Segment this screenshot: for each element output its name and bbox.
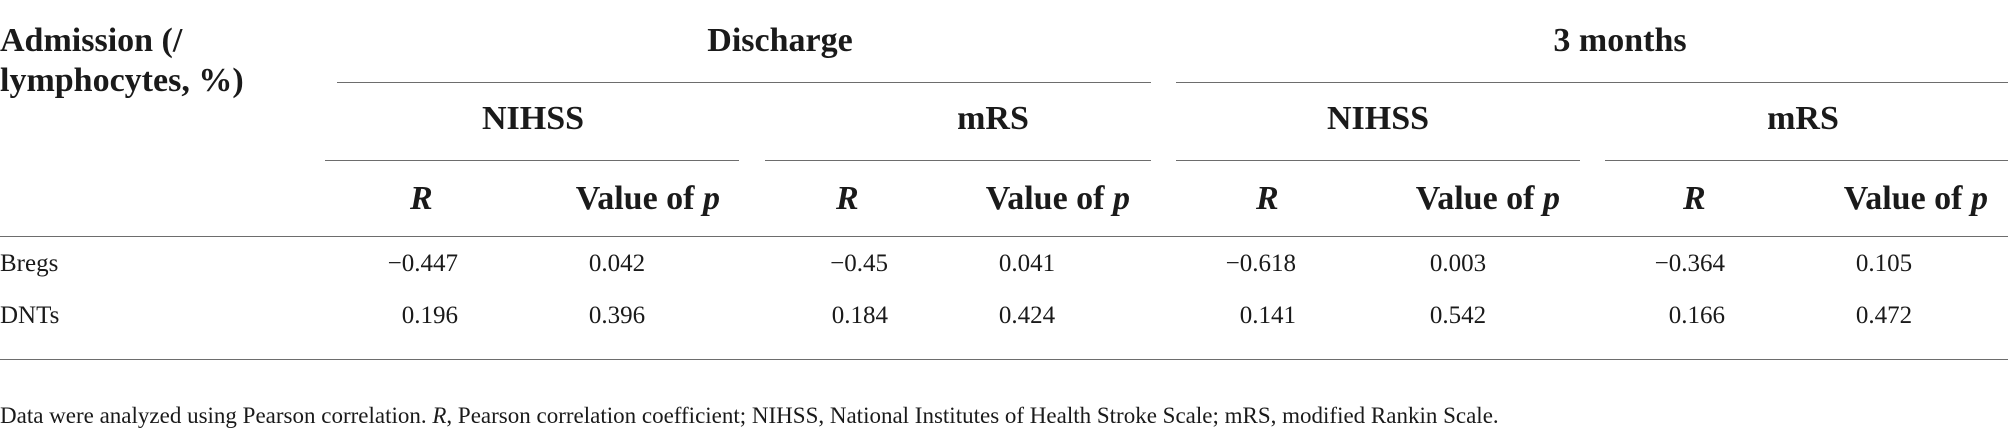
col-header-r-nihss-3-months: R [1256, 182, 1279, 216]
footnote-r-symbol: R [432, 403, 447, 428]
cell-r-mrs-3-months: 0.166 [1668, 302, 1725, 329]
cell-r-nihss-3-months: 0.141 [1239, 302, 1296, 329]
p-symbol: p [1543, 180, 1560, 217]
row-label: Bregs [0, 250, 59, 277]
col-header-r-mrs-discharge: R [836, 182, 859, 216]
corner-header-line1: Admission (/ [0, 22, 183, 59]
subgroup-header-nihss-discharge: NIHSS [481, 100, 585, 137]
subgroup-header-mrs-3-months: mRS [1767, 100, 1839, 137]
subgroup-rule-nihss-discharge [325, 160, 739, 161]
r-symbol: R [410, 180, 433, 217]
subgroup-header-mrs-discharge: mRS [957, 100, 1029, 137]
p-symbol: p [703, 180, 720, 217]
r-symbol: R [1683, 180, 1706, 217]
cell-r-mrs-discharge: −0.45 [830, 250, 888, 277]
col-header-p-mrs-discharge: Value of p [910, 182, 1130, 216]
cell-r-nihss-discharge: −0.447 [387, 250, 458, 277]
col-header-p-nihss-discharge: Value of p [500, 182, 720, 216]
subgroup-rule-nihss-3-months [1176, 160, 1580, 161]
cell-p-mrs-3-months: 0.472 [1855, 302, 1913, 329]
cell-p-mrs-discharge: 0.041 [998, 250, 1056, 277]
group-header-3-months: 3 months [1553, 22, 1687, 59]
subgroup-rule-mrs-3-months [1605, 160, 2008, 161]
table-bottom-rule [0, 359, 2008, 360]
cell-p-mrs-discharge: 0.424 [998, 302, 1056, 329]
value-of-label: Value of [1843, 180, 1971, 217]
cell-p-mrs-3-months: 0.105 [1855, 250, 1913, 277]
value-of-label: Value of [575, 180, 703, 217]
cell-p-nihss-3-months: 0.003 [1429, 250, 1487, 277]
cell-r-nihss-discharge: 0.196 [401, 302, 458, 329]
footnote-text-end: , Pearson correlation coefficient; NIHSS… [446, 403, 1499, 428]
col-header-r-mrs-3-months: R [1683, 182, 1706, 216]
cell-p-nihss-3-months: 0.542 [1429, 302, 1487, 329]
corner-header-line2: lymphocytes, %) [0, 62, 244, 99]
cell-r-nihss-3-months: −0.618 [1225, 250, 1296, 277]
p-symbol: p [1113, 180, 1130, 217]
r-symbol: R [1256, 180, 1279, 217]
cell-p-nihss-discharge: 0.042 [588, 250, 646, 277]
header-bottom-rule [0, 236, 2008, 237]
row-label: DNTs [0, 302, 60, 329]
subgroup-header-nihss-3-months: NIHSS [1326, 100, 1430, 137]
value-of-label: Value of [1415, 180, 1543, 217]
value-of-label: Value of [985, 180, 1113, 217]
p-symbol: p [1971, 180, 1988, 217]
group-rule-3-months [1176, 82, 2008, 83]
table-footnote: Data were analyzed using Pearson correla… [0, 404, 1499, 427]
footnote-text-start: Data were analyzed using Pearson correla… [0, 403, 433, 428]
group-header-discharge: Discharge [707, 22, 853, 59]
cell-r-mrs-3-months: −0.364 [1654, 250, 1725, 277]
r-symbol: R [836, 180, 859, 217]
col-header-p-nihss-3-months: Value of p [1340, 182, 1560, 216]
cell-r-mrs-discharge: 0.184 [831, 302, 888, 329]
subgroup-rule-mrs-discharge [765, 160, 1151, 161]
group-rule-discharge [337, 82, 1151, 83]
col-header-p-mrs-3-months: Value of p [1768, 182, 1988, 216]
col-header-r-nihss-discharge: R [410, 182, 433, 216]
cell-p-nihss-discharge: 0.396 [588, 302, 646, 329]
